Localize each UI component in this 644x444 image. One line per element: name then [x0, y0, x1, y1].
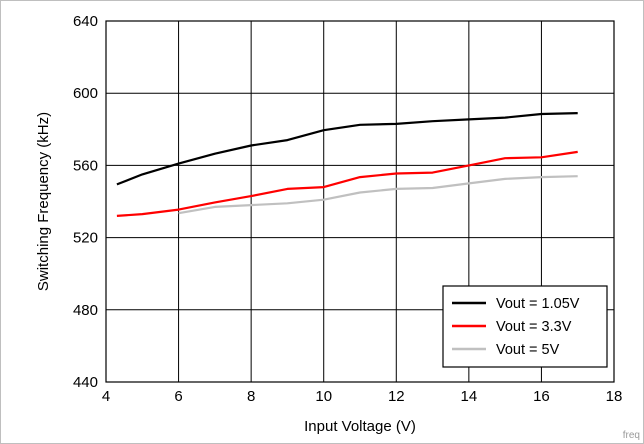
series-lines [116, 112, 578, 217]
x-tick-label: 14 [461, 388, 478, 405]
x-tick-label: 4 [102, 388, 110, 405]
x-tick-label: 18 [606, 388, 623, 405]
y-tick-label: 480 [73, 302, 98, 319]
legend-label: Vout = 5V [496, 342, 560, 358]
legend: Vout = 1.05V Vout = 3.3V Vout = 5V [442, 285, 608, 368]
corner-label: freq [623, 430, 640, 441]
series-line-3 [178, 175, 578, 215]
y-tick-label: 560 [73, 157, 98, 174]
y-tick-label: 440 [73, 374, 98, 391]
x-axis-label: Input Voltage (V) [304, 418, 416, 435]
plot-border [105, 20, 615, 383]
y-tick-label: 520 [73, 230, 98, 247]
x-tick-label: 8 [247, 388, 255, 405]
x-tick-label: 10 [315, 388, 332, 405]
series-line-2 [116, 150, 578, 217]
tick-labels: 4 6 8 10 12 14 16 18 440 480 520 560 600 640 [73, 13, 622, 405]
legend-label: Vout = 3.3V [496, 319, 572, 335]
x-tick-label: 16 [533, 388, 550, 405]
y-axis-label: Switching Frequency (kHz) [35, 112, 52, 291]
series-line-1 [116, 112, 578, 186]
legend-label: Vout = 1.05V [496, 296, 580, 312]
y-tick-label: 640 [73, 13, 98, 30]
x-tick-label: 12 [388, 388, 405, 405]
y-tick-label: 600 [73, 85, 98, 102]
x-tick-label: 6 [174, 388, 182, 405]
